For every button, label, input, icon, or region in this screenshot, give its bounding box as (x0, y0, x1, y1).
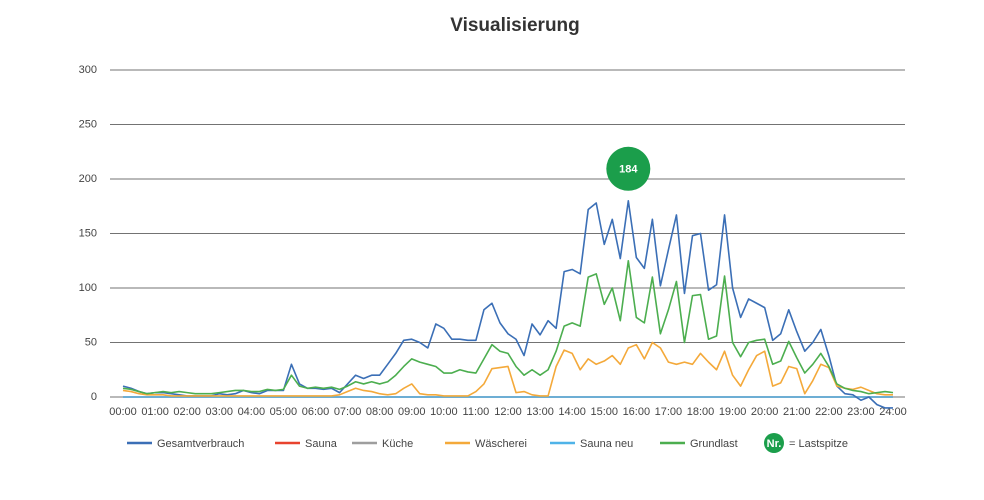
x-tick-label: 16:00 (623, 406, 651, 418)
x-tick-label: 22:00 (815, 406, 843, 418)
chart-title: Visualisierung (450, 15, 580, 36)
legend-peak-marker (764, 433, 784, 453)
peak-label: 184 (619, 164, 638, 176)
x-tick-label: 00:00 (109, 406, 137, 418)
legend-label: Wäscherei (475, 438, 527, 450)
x-tick-label: 02:00 (173, 406, 201, 418)
y-tick-label: 250 (79, 118, 97, 130)
x-tick-label: 23:00 (847, 406, 875, 418)
x-tick-label: 12:00 (494, 406, 522, 418)
x-tick-label: 09:00 (398, 406, 426, 418)
x-tick-label: 07:00 (334, 406, 362, 418)
x-tick-label: 14:00 (558, 406, 586, 418)
x-tick-label: 21:00 (783, 406, 811, 418)
x-tick-label: 04:00 (238, 406, 266, 418)
y-tick-label: 50 (85, 336, 97, 348)
y-tick-label: 300 (79, 64, 97, 76)
x-tick-label: 18:00 (687, 406, 715, 418)
series-line (122, 341, 893, 397)
legend-label: Küche (382, 438, 413, 450)
x-tick-label: 11:00 (463, 406, 490, 418)
y-tick-label: 150 (79, 227, 97, 239)
series-line (122, 200, 893, 409)
x-tick-label: 17:00 (655, 406, 683, 418)
legend-label: Grundlast (690, 438, 738, 450)
x-tick-label: 10:00 (430, 406, 458, 418)
x-tick-label: 15:00 (590, 406, 618, 418)
peak-marker (606, 146, 651, 191)
legend-label: Sauna neu (580, 438, 633, 450)
x-tick-label: 08:00 (366, 406, 394, 418)
x-tick-label: 01:00 (141, 406, 169, 418)
x-tick-label: 03:00 (205, 406, 233, 418)
legend-label: Gesamtverbrauch (157, 438, 244, 450)
x-tick-label: 24:00 (879, 406, 907, 418)
legend-label: Sauna (305, 438, 338, 450)
x-tick-label: 05:00 (270, 406, 298, 418)
x-tick-label: 20:00 (751, 406, 779, 418)
series-line (122, 259, 894, 395)
y-tick-label: 0 (91, 391, 97, 403)
y-tick-label: 100 (79, 282, 97, 294)
y-tick-label: 200 (79, 173, 97, 185)
x-tick-label: 13:00 (526, 406, 554, 418)
x-tick-label: 19:00 (719, 406, 747, 418)
x-tick-label: 06:00 (302, 406, 330, 418)
legend-peak-text: = Lastspitze (789, 438, 848, 450)
legend-peak-label: Nr. (767, 438, 782, 450)
